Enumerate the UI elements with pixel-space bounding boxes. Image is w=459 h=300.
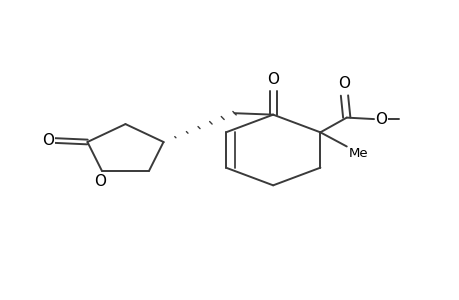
Text: O: O: [94, 175, 106, 190]
Text: O: O: [42, 133, 54, 148]
Text: Me: Me: [348, 147, 367, 160]
Text: O: O: [267, 72, 279, 87]
Text: O: O: [375, 112, 386, 127]
Text: O: O: [338, 76, 350, 91]
